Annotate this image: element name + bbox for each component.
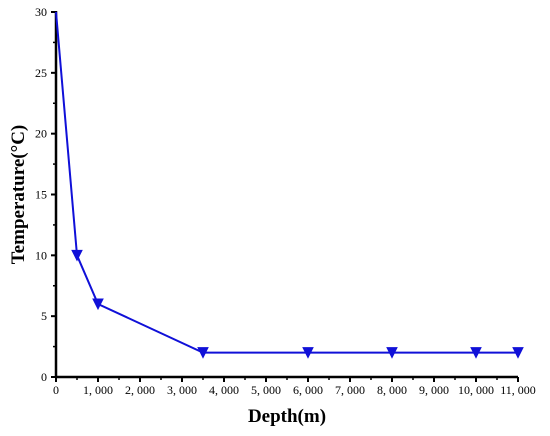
x-tick-label: 2, 000 — [125, 383, 155, 397]
x-ticks: 0 1, 000 2, 000 3, 000 4, 000 5, 000 6, 000 7, … — [53, 377, 536, 397]
y-axis-title: Temperature(°C) — [8, 125, 29, 265]
y-tick-label: 30 — [35, 5, 47, 19]
data-point-marker — [470, 347, 482, 359]
y-tick-label: 15 — [35, 188, 47, 202]
x-tick-label: 1, 000 — [83, 383, 113, 397]
x-tick-label: 8, 000 — [377, 383, 407, 397]
y-tick-label: 0 — [41, 370, 47, 384]
data-point-marker — [512, 347, 524, 359]
x-tick-label: 7, 000 — [335, 383, 365, 397]
data-point-marker — [92, 298, 104, 311]
x-tick-label: 3, 000 — [167, 383, 197, 397]
y-tick-label: 25 — [35, 66, 47, 80]
data-point-marker — [302, 347, 314, 359]
x-tick-label: 0 — [53, 383, 59, 397]
x-axis-title: Depth(m) — [248, 406, 326, 427]
series-layer — [55, 11, 524, 359]
data-point-marker — [71, 249, 83, 262]
x-tick-label: 5, 000 — [251, 383, 281, 397]
y-tick-label: 10 — [35, 248, 47, 262]
axes — [54, 11, 518, 379]
x-tick-label: 6, 000 — [293, 383, 323, 397]
data-point-marker — [197, 347, 209, 359]
x-tick-label: 4, 000 — [209, 383, 239, 397]
x-tick-label: 10, 000 — [458, 383, 494, 397]
series-line — [55, 11, 518, 354]
y-tick-label: 5 — [41, 309, 47, 323]
x-tick-label: 9, 000 — [419, 383, 449, 397]
data-point-marker — [386, 347, 398, 359]
y-tick-label: 20 — [35, 127, 47, 141]
y-ticks: 0 5 10 15 20 25 30 — [35, 5, 56, 384]
x-tick-label: 11, 000 — [500, 383, 536, 397]
